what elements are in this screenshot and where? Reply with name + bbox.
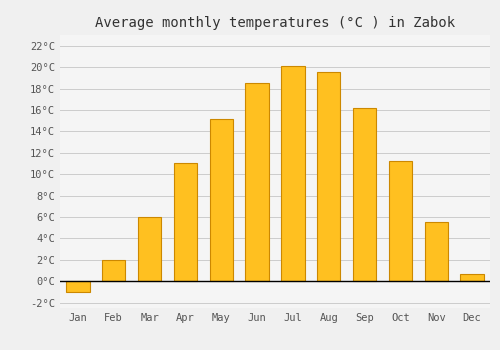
Bar (353, 108, 376, 281)
Bar (424, 222, 448, 281)
Bar (138, 217, 161, 281)
Bar (389, 161, 412, 281)
Bar (317, 72, 340, 281)
Bar (246, 83, 268, 281)
Bar (460, 274, 483, 281)
Bar (66, 281, 90, 292)
Title: Average monthly temperatures (°C ) in Zabok: Average monthly temperatures (°C ) in Za… (95, 16, 455, 30)
Bar (282, 66, 304, 281)
Bar (174, 163, 197, 281)
Bar (210, 119, 233, 281)
Bar (102, 260, 126, 281)
